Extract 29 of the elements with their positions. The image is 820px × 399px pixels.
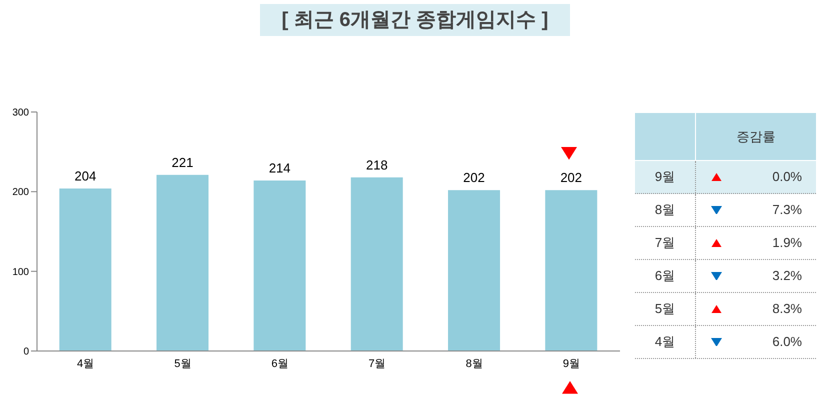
chart-title: [ 최근 6개월간 종합게임지수 ] [260, 4, 570, 36]
y-tick-label: 6월 [635, 260, 696, 292]
data-label: 218 [366, 157, 388, 172]
data-label: 202 [560, 170, 582, 186]
x-tick-label: 7월 [368, 358, 386, 370]
y-tick-label: 9월 [635, 161, 696, 193]
data-label: 1.9% [771, 234, 803, 252]
data-label: 204 [74, 168, 96, 184]
data-label: 202 [463, 170, 485, 186]
y-tick-label: 5월 [635, 293, 696, 325]
data-label: 7.3% [771, 201, 803, 219]
x-tick-label: 8월 [466, 358, 483, 370]
data-label: 6.0% [771, 333, 803, 351]
y-tick-label: 7월 [635, 227, 696, 259]
data-label: 8.3% [771, 300, 803, 318]
x-tick-label: 6월 [271, 358, 288, 370]
y-tick-label: 300 [12, 108, 30, 119]
data-label: 221 [172, 154, 194, 170]
data-label: 3.2% [771, 267, 803, 285]
y-tick-label: 0 [23, 346, 30, 358]
data-label: 214 [268, 160, 291, 176]
x-tick-label: 9월 [562, 358, 580, 370]
data-label: 0.0% [771, 168, 803, 186]
x-tick-label: 5월 [174, 358, 192, 370]
x-tick-label: 증감률 [736, 128, 776, 146]
x-tick-label: 4월 [77, 358, 94, 370]
y-tick-label: 8월 [635, 194, 696, 226]
y-tick-label: 200 [12, 187, 30, 198]
y-tick-label: 100 [12, 266, 30, 278]
